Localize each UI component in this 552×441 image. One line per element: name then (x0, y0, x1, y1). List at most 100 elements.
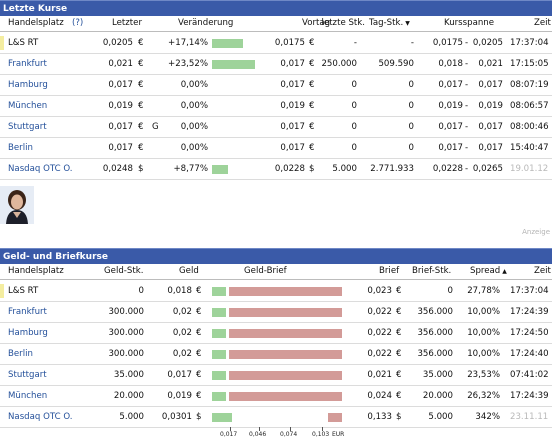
bid-currency: € (196, 391, 202, 401)
ad-label: Anzeige (522, 228, 550, 236)
bid-bar (212, 350, 226, 359)
range-sep: - (465, 164, 469, 174)
bidask-row[interactable]: Stuttgart 35.000 0,017 €0,021 €35.000 23,53% 0… (0, 365, 552, 386)
range-high: 0,0265 (472, 164, 503, 174)
change-bar (212, 60, 255, 69)
day-qty: 0 (408, 143, 414, 153)
geld-brief-scale: 0,017 0,046 0,074 0,103 EUR (0, 427, 552, 441)
venue-link[interactable]: Berlin (8, 349, 33, 359)
venue-link[interactable]: Stuttgart (8, 122, 47, 132)
spread: 26,32% (467, 391, 500, 401)
col-letzte-stk[interactable]: letzte Stk. (321, 18, 365, 28)
venue-link[interactable]: Hamburg (8, 328, 48, 338)
advertiser-avatar[interactable] (0, 186, 34, 224)
day-qty: 509.590 (378, 59, 414, 69)
col-handelsplatz-2[interactable]: Handelsplatz (8, 266, 64, 276)
venue-link[interactable]: Nasdaq OTC O. (8, 164, 73, 174)
change-pct: 0,00% (180, 80, 208, 90)
ask-currency: € (396, 370, 402, 380)
bidask-row[interactable]: Hamburg 300.000 0,02 €0,022 €356.000 10,00% 17… (0, 323, 552, 344)
bid-price: 0,02 (172, 349, 192, 359)
change-pct: 0,00% (180, 101, 208, 111)
col-handelsplatz[interactable]: Handelsplatz (8, 18, 64, 28)
col-brief-stk[interactable]: Brief-Stk. (412, 266, 452, 276)
bid-qty: 35.000 (113, 370, 144, 380)
bidask-row[interactable]: München 20.000 0,019 €0,024 €20.000 26,32% 17:… (0, 386, 552, 407)
venue-link[interactable]: Hamburg (8, 80, 48, 90)
venue-link[interactable]: Frankfurt (8, 307, 47, 317)
change-pct: +17,14% (168, 38, 208, 48)
status-flag: G (152, 122, 159, 132)
venue-link: L&S RT (8, 286, 39, 296)
row-highlight-marker (0, 284, 4, 298)
prev-currency: € (309, 122, 315, 132)
ask-qty: 5.000 (428, 412, 453, 422)
col-tag-stk[interactable]: Tag-Stk. ▼ (369, 18, 410, 28)
bidask-row[interactable]: Nasdaq OTC O. 5.000 0,0301 $0,133 $5.000 342%… (0, 407, 552, 428)
last-currency: € (138, 143, 144, 153)
bidask-row[interactable]: Frankfurt 300.000 0,02 €0,022 €356.000 10,00%… (0, 302, 552, 323)
quote-row[interactable]: Berlin 0,017 €0,00% 0,017 €0 0 0,017-0,017 15:4… (0, 138, 552, 159)
col-zeit[interactable]: Zeit (534, 18, 551, 28)
ask-price: 0,133 (367, 412, 392, 422)
col-veraenderung[interactable]: Veränderung (178, 18, 234, 28)
last-currency: € (138, 80, 144, 90)
last-price: 0,019 (108, 101, 133, 111)
bid-qty: 300.000 (108, 307, 144, 317)
sort-desc-icon: ▼ (405, 20, 410, 27)
col-brief[interactable]: Brief (379, 266, 400, 276)
ask-price: 0,022 (367, 328, 392, 338)
time: 15:40:47 (510, 143, 549, 153)
bid-qty: 300.000 (108, 349, 144, 359)
col-geld-stk[interactable]: Geld-Stk. (104, 266, 144, 276)
time: 17:24:50 (510, 328, 549, 338)
prev-currency: € (309, 143, 315, 153)
bidask-row[interactable]: L&S RT 0 0,018 €0,023 €0 27,78% 17:37:04 (0, 281, 552, 302)
bidask-row[interactable]: Berlin 300.000 0,02 €0,022 €356.000 10,00% 17:… (0, 344, 552, 365)
bid-bar (212, 413, 232, 422)
last-qty: 0 (351, 122, 357, 132)
last-qty: 0 (351, 80, 357, 90)
prev-currency: € (309, 101, 315, 111)
quote-row[interactable]: Nasdaq OTC O. 0,0248 $ +8,77% 0,0228 $5.000 2.… (0, 159, 552, 180)
venue-link[interactable]: Frankfurt (8, 59, 47, 69)
col-zeit-2[interactable]: Zeit (534, 266, 551, 276)
day-qty: - (410, 38, 414, 48)
quote-row[interactable]: L&S RT 0,0205 € +17,14% 0,0175 € - -0,0175-0,02… (0, 33, 552, 54)
venue-link[interactable]: Berlin (8, 143, 33, 153)
ask-currency: € (396, 286, 402, 296)
venue-link[interactable]: München (8, 101, 48, 111)
time: 08:00:46 (510, 122, 549, 132)
range-high: 0,0205 (472, 38, 503, 48)
quote-row[interactable]: Stuttgart 0,017 € G 0,00% 0,017 €0 0 0,017-0,017… (0, 117, 552, 138)
prev-price: 0,0228 (274, 164, 305, 174)
col-spread[interactable]: Spread ▲ (470, 266, 507, 276)
range-sep: - (465, 143, 469, 153)
quote-row[interactable]: München 0,019 €0,00% 0,019 €0 0 0,019-0,019 08:… (0, 96, 552, 117)
last-price: 0,017 (108, 122, 133, 132)
bid-bar (212, 287, 226, 296)
scale-tick (290, 427, 291, 431)
range-low: 0,017 (438, 80, 463, 90)
range-high: 0,021 (478, 59, 503, 69)
bid-currency: € (196, 286, 202, 296)
venue-link[interactable]: Nasdaq OTC O. (8, 412, 73, 422)
bid-price: 0,019 (167, 391, 192, 401)
quote-row[interactable]: Frankfurt 0,021 € +23,52% 0,017 €250.000 509.5… (0, 54, 552, 75)
range-high: 0,019 (478, 101, 503, 111)
venue-link[interactable]: München (8, 391, 48, 401)
col-geld-brief[interactable]: Geld-Brief (244, 266, 287, 276)
last-currency: $ (138, 164, 144, 174)
row-highlight-marker (0, 36, 4, 50)
quote-row[interactable]: Hamburg 0,017 €0,00% 0,017 €0 0 0,017-0,017 08:… (0, 75, 552, 96)
help-link[interactable]: (?) (72, 18, 84, 28)
spread: 10,00% (467, 307, 500, 317)
col-geld[interactable]: Geld (179, 266, 199, 276)
time: 17:15:05 (510, 59, 549, 69)
ask-qty: 356.000 (417, 307, 453, 317)
bid-price: 0,017 (167, 370, 192, 380)
col-kursspanne[interactable]: Kursspanne (444, 18, 495, 28)
col-letzter[interactable]: Letzter (112, 18, 142, 28)
col-vortag[interactable]: Vortag (302, 18, 331, 28)
venue-link[interactable]: Stuttgart (8, 370, 47, 380)
